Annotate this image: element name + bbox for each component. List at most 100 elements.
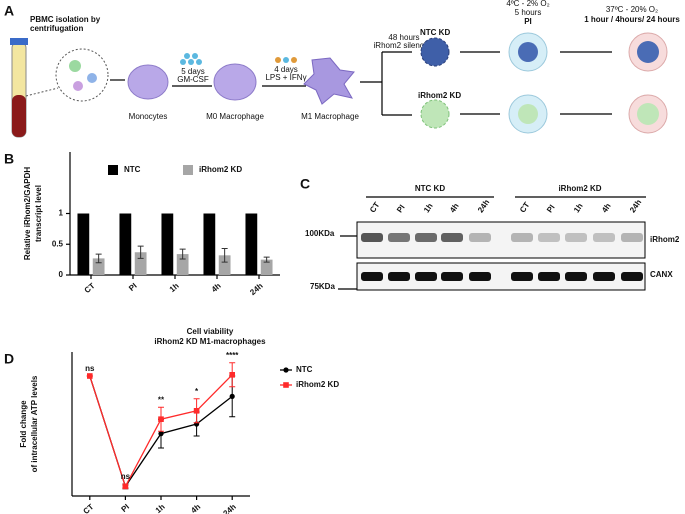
panel-c: C NTC KD iRhom2 KD 100KDa 75KDa iRhom2 C…	[300, 176, 680, 291]
x-tick-label: 1h	[168, 281, 181, 294]
step-label: 5 days	[181, 67, 205, 76]
step-label: LPS + IFNγ	[265, 73, 306, 82]
band	[415, 233, 437, 242]
bar	[218, 255, 231, 275]
lane-label: PI	[395, 203, 407, 214]
panel-label: C	[300, 176, 310, 192]
x-tick-label: 4h	[189, 502, 202, 514]
dish-cells	[637, 41, 659, 63]
error-bar	[137, 245, 144, 259]
x-tick-label: 24h	[248, 281, 264, 297]
significance: *	[195, 387, 199, 396]
cell-label: Monocytes	[129, 112, 168, 121]
branch	[360, 51, 412, 116]
point	[158, 416, 164, 422]
marker-label: 75KDa	[310, 282, 335, 291]
lane-label: 4h	[600, 201, 613, 214]
group-label: NTC KD	[420, 28, 450, 37]
band	[593, 233, 615, 242]
cell-label: M1 Macrophage	[301, 112, 359, 121]
legend-label: NTC	[296, 365, 313, 374]
cell-m0	[213, 63, 257, 101]
legend-swatch	[183, 165, 193, 175]
condition-label: PI	[524, 17, 532, 26]
condition-label: 37ºC - 20% O₂	[606, 5, 658, 14]
y-axis-label: Fold change	[19, 400, 28, 448]
lane-label: CT	[518, 200, 532, 214]
band	[538, 233, 560, 242]
legend-label: iRhom2 KD	[199, 165, 242, 174]
step-label: iRhom2 silencing	[374, 41, 435, 50]
cell	[73, 81, 83, 91]
band	[565, 233, 587, 242]
band	[511, 272, 533, 281]
bar	[245, 213, 258, 275]
group-label: iRhom2 KD	[558, 184, 601, 193]
magnifier	[55, 48, 109, 102]
dot	[275, 57, 281, 63]
step-label: 48 hours	[388, 33, 419, 42]
legend-marker	[283, 367, 289, 373]
legend-swatch	[108, 165, 118, 175]
panel-label: A	[4, 3, 14, 19]
cell	[69, 60, 81, 72]
y-axis-label: of intracellular ATP levels	[30, 375, 39, 472]
significance: ns	[85, 364, 95, 373]
legend-label: iRhom2 KD	[296, 380, 339, 389]
y-tick-label: 1	[59, 209, 64, 218]
band	[469, 233, 491, 242]
bar	[119, 213, 132, 275]
step-label: GM-CSF	[177, 75, 209, 84]
tube-cap	[10, 38, 28, 45]
connector	[25, 87, 59, 97]
band	[441, 233, 463, 242]
chart-title: iRhom2 KD M1-macrophages	[154, 337, 266, 346]
x-tick-label: PI	[127, 281, 139, 293]
lane-label: 4h	[448, 201, 461, 214]
tube-blood	[12, 95, 26, 137]
bar	[260, 259, 273, 275]
bar	[134, 252, 147, 275]
dot	[184, 53, 190, 59]
lane-label: PI	[545, 203, 557, 214]
cell	[87, 73, 97, 83]
dot	[192, 53, 198, 59]
band	[593, 272, 615, 281]
band	[388, 233, 410, 242]
chart-title: Cell viability	[187, 327, 234, 336]
cell-label: M0 Macrophage	[206, 112, 264, 121]
panel-a: A PBMC isolation by centrifugation Monoc…	[4, 0, 680, 138]
x-tick-label: 1h	[154, 502, 167, 514]
band	[621, 272, 643, 281]
group-label: NTC KD	[415, 184, 445, 193]
significance: **	[158, 395, 165, 404]
band	[621, 233, 643, 242]
condition-label: 4ºC - 2% O₂	[506, 0, 549, 8]
band	[565, 272, 587, 281]
dish-cells	[637, 103, 659, 125]
lane-label: 1h	[422, 201, 435, 214]
error-bar	[95, 253, 102, 264]
band	[441, 272, 463, 281]
group-label: iRhom2 KD	[418, 91, 461, 100]
dot	[196, 59, 202, 65]
cell-ntc	[420, 37, 450, 67]
step-label: centrifugation	[30, 24, 83, 33]
x-tick-label: CT	[83, 281, 97, 295]
condition-label: 5 hours	[515, 8, 542, 17]
error-bar	[263, 256, 270, 263]
lane-label: 1h	[572, 201, 585, 214]
bar	[77, 213, 90, 275]
dot	[180, 59, 186, 65]
bar	[176, 254, 189, 275]
lane-label: 24h	[476, 198, 491, 215]
lane-label: CT	[368, 200, 382, 214]
step-label: 4 days	[274, 65, 298, 74]
significance: ns	[121, 472, 131, 481]
y-tick-label: 0.5	[52, 239, 64, 248]
cell-monocyte	[127, 64, 169, 100]
point	[122, 483, 129, 490]
band	[415, 272, 437, 281]
step-label: PBMC isolation by	[30, 15, 101, 24]
